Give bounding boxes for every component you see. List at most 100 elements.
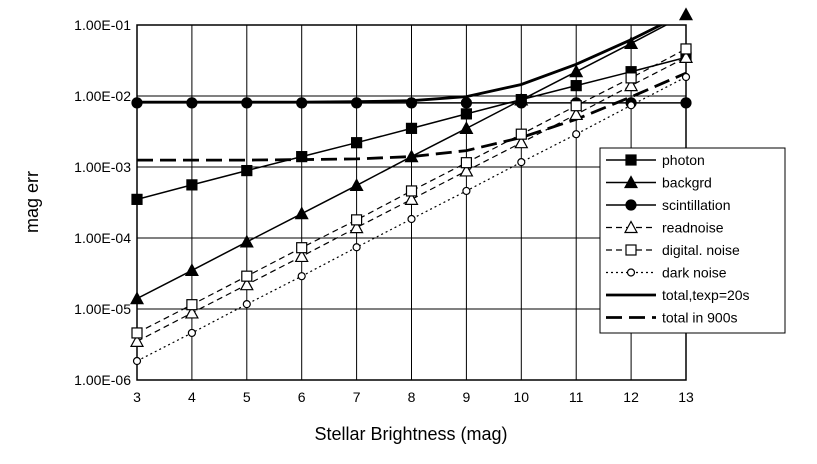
x-tick-label: 13 <box>678 389 694 405</box>
x-tick-label: 11 <box>569 389 584 405</box>
data-point-readnoise <box>624 78 639 92</box>
legend-label-scintillation: scintillation <box>662 197 730 213</box>
marker-layer <box>129 7 694 366</box>
y-tick-labels: 1.00E-06 1.00E-05 1.00E-04 1.00E-03 1.00E-02… <box>74 17 131 388</box>
data-point-digital-noise <box>460 157 472 169</box>
data-point-digital-noise <box>515 128 527 140</box>
data-point-digital-noise <box>570 100 582 112</box>
legend-marker-digital-noise <box>625 244 637 256</box>
y-tick-label: 1.00E-02 <box>74 88 131 104</box>
legend-marker-backgrd <box>623 175 639 189</box>
legend-label-readnoise: readnoise <box>662 220 724 236</box>
data-point-digital-noise <box>131 327 143 339</box>
data-point-backgrd <box>349 178 364 192</box>
data-point-dark-noise <box>187 328 196 338</box>
y-tick-label: 1.00E-03 <box>74 159 131 175</box>
data-point-backgrd <box>624 36 639 50</box>
data-point-dark-noise <box>626 101 636 110</box>
x-tick-label: 8 <box>408 389 416 405</box>
data-point-dark-noise <box>297 272 306 281</box>
data-point-readnoise <box>569 107 584 121</box>
data-point-backgrd <box>459 121 474 134</box>
data-point-digital-noise <box>351 214 363 226</box>
data-point-readnoise <box>184 305 199 319</box>
data-point-readnoise <box>294 249 309 263</box>
data-point-readnoise <box>404 192 419 205</box>
data-point-readnoise <box>514 135 529 149</box>
data-point-scintillation <box>680 97 692 109</box>
legend-label-total-texp-20s: total,texp=20s <box>662 287 750 303</box>
data-point-scintillation <box>405 97 418 109</box>
data-point-dark-noise <box>242 300 251 309</box>
data-point-backgrd <box>569 64 584 78</box>
data-point-scintillation <box>296 97 308 109</box>
series-line-digital-noise <box>137 48 686 334</box>
data-point-scintillation <box>186 97 198 109</box>
x-tick-label: 3 <box>133 389 141 405</box>
data-point-readnoise <box>678 50 694 63</box>
legend-marker-dark-noise <box>626 268 636 277</box>
data-point-scintillation <box>351 97 363 109</box>
data-point-photon <box>241 164 253 177</box>
data-point-readnoise <box>459 163 474 177</box>
data-point-backgrd <box>294 206 309 220</box>
data-point-digital-noise <box>625 72 637 84</box>
data-point-readnoise <box>349 220 364 234</box>
data-point-backgrd <box>678 7 694 21</box>
data-point-backgrd <box>129 291 145 305</box>
data-point-photon <box>460 108 472 120</box>
data-point-photon <box>351 137 363 149</box>
legend-marker-readnoise <box>623 220 639 234</box>
legend: photon backgrd scintillation readnoise digit… <box>599 147 786 334</box>
data-point-photon <box>570 80 582 92</box>
data-point-photon <box>186 179 198 191</box>
data-point-dark-noise <box>352 243 361 252</box>
x-tick-label: 6 <box>298 389 306 405</box>
data-point-dark-noise <box>681 72 691 82</box>
data-point-readnoise <box>129 334 145 347</box>
y-tick-label: 1.00E-04 <box>74 230 131 246</box>
data-point-scintillation <box>515 97 527 109</box>
y-tick-label: 1.00E-06 <box>74 372 131 388</box>
data-point-readnoise <box>239 277 254 291</box>
data-point-digital-noise <box>405 185 418 197</box>
legend-label-total-in-900s: total in 900s <box>662 310 738 326</box>
data-point-digital-noise <box>296 242 308 254</box>
legend-label-backgrd: backgrd <box>662 175 712 191</box>
legend-marker-photon <box>625 154 637 166</box>
data-point-digital-noise <box>241 270 253 282</box>
data-point-dark-noise <box>517 158 526 167</box>
data-point-photon <box>131 193 143 205</box>
data-point-scintillation <box>131 97 143 109</box>
legend-label-photon: photon <box>662 152 705 168</box>
series-line-readnoise <box>137 56 686 342</box>
x-tick-label: 9 <box>463 389 471 405</box>
data-point-photon <box>296 151 308 163</box>
legend-label-dark-noise: dark noise <box>662 265 727 281</box>
legend-marker-scintillation <box>625 199 637 211</box>
x-tick-label: 7 <box>353 389 361 405</box>
legend-label-digital-noise: digital. noise <box>662 242 740 258</box>
data-point-backgrd <box>239 234 254 248</box>
data-point-scintillation <box>460 97 472 109</box>
data-point-dark-noise <box>462 186 471 196</box>
y-tick-label: 1.00E-01 <box>74 17 131 33</box>
data-point-digital-noise <box>186 299 198 311</box>
x-tick-labels: 3 4 5 6 7 8 9 10 11 12 13 <box>133 389 694 405</box>
data-point-photon <box>405 122 418 134</box>
data-point-scintillation <box>241 97 253 109</box>
x-tick-label: 12 <box>623 389 639 405</box>
data-point-dark-noise <box>407 214 416 224</box>
data-point-backgrd <box>184 263 199 276</box>
series-line-total-in-900s <box>137 71 686 162</box>
data-point-digital-noise <box>680 43 692 55</box>
y-tick-label: 1.00E-05 <box>74 301 131 317</box>
x-axis-title: Stellar Brightness (mag) <box>314 424 507 444</box>
data-point-dark-noise <box>572 130 581 139</box>
data-point-backgrd <box>404 149 419 163</box>
y-axis-title: mag err <box>22 171 42 233</box>
data-point-dark-noise <box>132 356 142 366</box>
x-tick-label: 10 <box>514 389 530 405</box>
